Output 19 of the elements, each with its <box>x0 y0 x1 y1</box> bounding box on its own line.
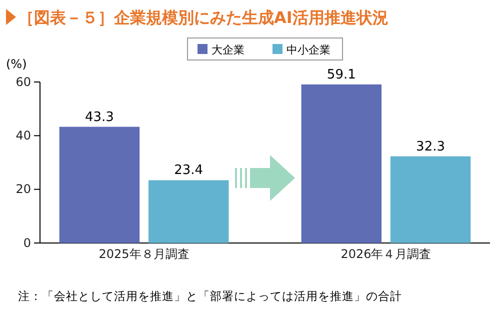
data-label: 59.1 <box>326 67 356 82</box>
legend-label: 大企業 <box>212 44 244 56</box>
chart-title: ［図表－５］企業規模別にみた生成AI活用推進状況 <box>18 8 388 27</box>
y-tick-label: 40 <box>16 128 31 143</box>
y-tick-label: 0 <box>23 236 31 250</box>
bar <box>148 180 229 243</box>
bar <box>59 126 140 243</box>
y-axis-title: (%) <box>6 57 27 71</box>
x-tick-label: 2026年４月調査 <box>340 247 432 261</box>
data-label: 43.3 <box>84 110 114 125</box>
y-tick-label: 20 <box>16 182 31 196</box>
legend-label: 中小企業 <box>286 44 330 56</box>
y-tick-label: 60 <box>16 74 31 89</box>
text: 注：「会社として活用を推進」と「部署によっては活用を推進」の合計 <box>18 289 402 303</box>
data-label: 23.4 <box>174 163 204 178</box>
bar <box>390 156 471 243</box>
bar <box>301 84 382 243</box>
x-tick-label: 2025年８月調査 <box>98 247 190 261</box>
data-label: 32.3 <box>416 139 446 154</box>
